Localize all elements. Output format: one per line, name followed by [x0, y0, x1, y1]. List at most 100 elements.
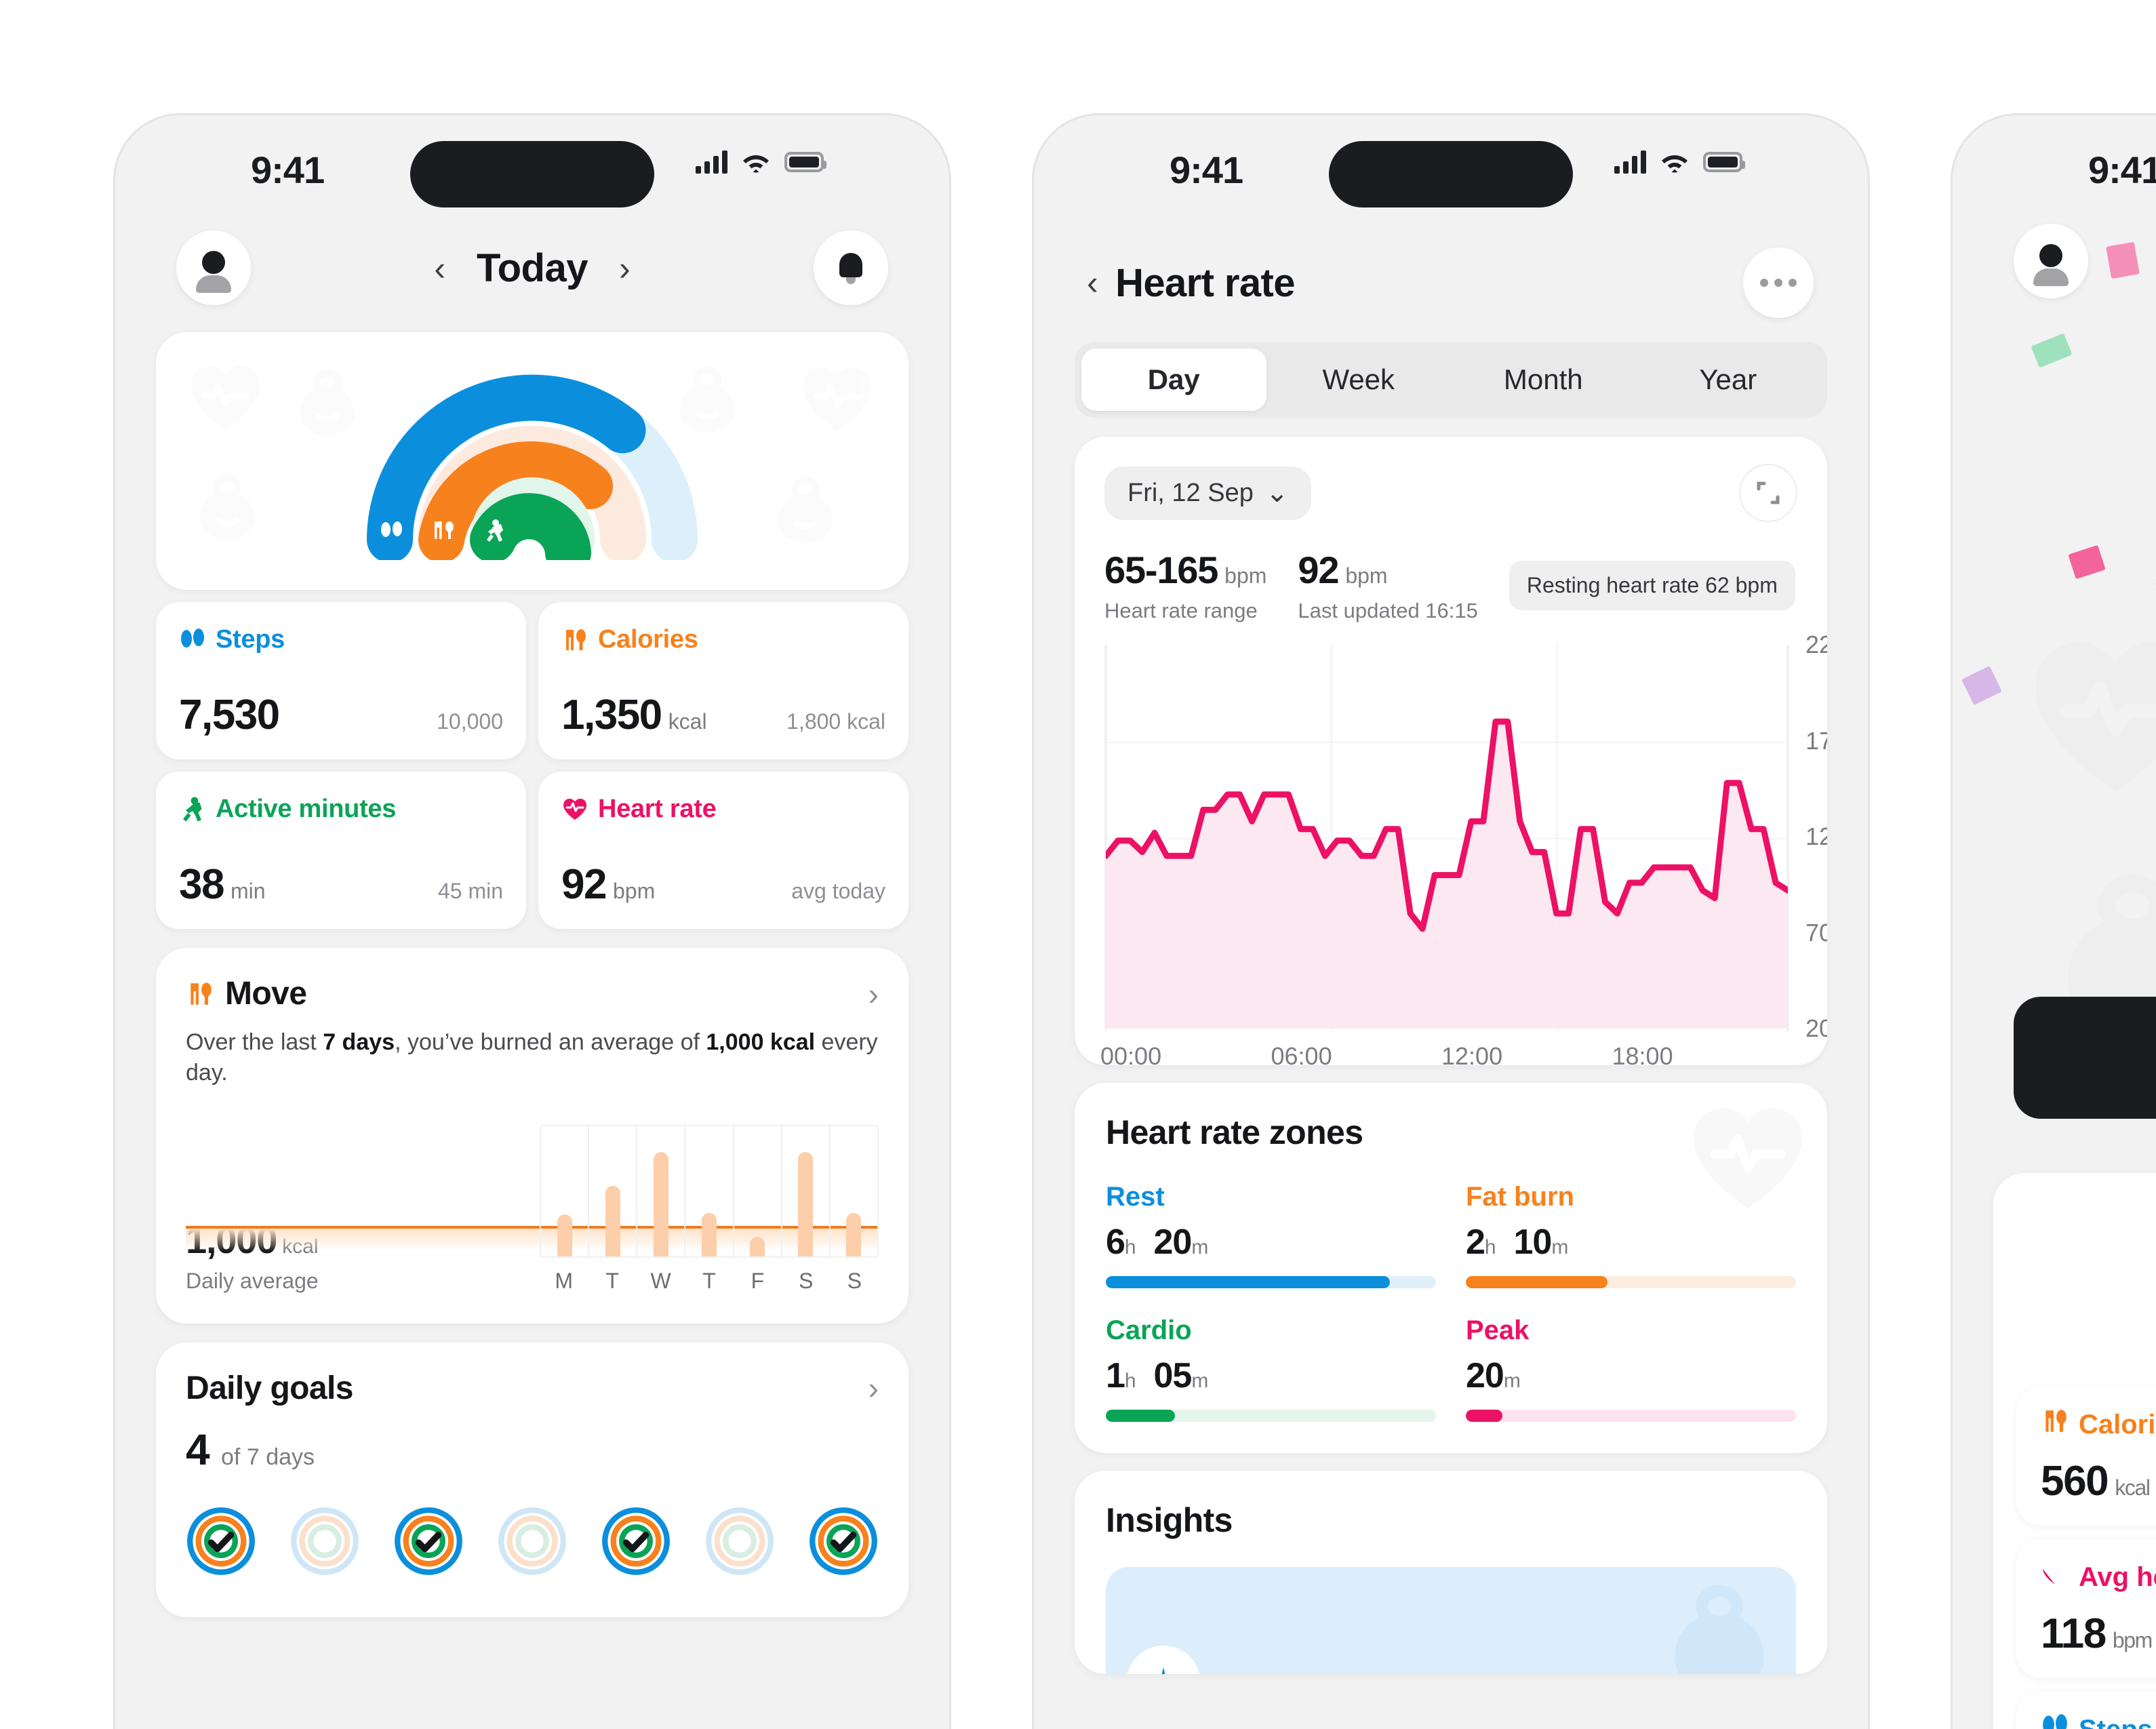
metric-value: 92	[561, 861, 607, 908]
time-range-tabs[interactable]: Day Week Month Year	[1075, 342, 1827, 418]
daily-goal-ring[interactable]	[186, 1506, 256, 1576]
chevron-right-icon[interactable]: ›	[868, 976, 879, 1012]
tab-week[interactable]: Week	[1322, 363, 1395, 395]
daily-goals-card[interactable]: Daily goals › 4 of 7 days	[156, 1342, 909, 1617]
confetti-piece	[2106, 241, 2140, 279]
move-bar-label: T	[605, 1268, 619, 1293]
phone-weekly-screen: 9:41 Mon8Tue9 Calories560kcalAvg heart r…	[1953, 115, 2156, 1729]
move-bar-column	[541, 1126, 590, 1256]
zone-item-rest[interactable]: Rest 6h 20m	[1106, 1182, 1436, 1288]
hr-y-tick: 70	[1805, 918, 1827, 947]
dynamic-island	[1329, 141, 1573, 207]
zone-value: 6h 20m	[1106, 1223, 1208, 1262]
move-bar-label: F	[751, 1268, 765, 1293]
move-bar-label: T	[702, 1268, 716, 1293]
hr-plot-area	[1104, 645, 1789, 1031]
move-bar-column	[734, 1126, 782, 1256]
average-line	[186, 1225, 879, 1229]
zone-progress-track	[1466, 1410, 1796, 1422]
move-bar	[605, 1186, 620, 1256]
profile-avatar-button[interactable]	[2014, 224, 2088, 298]
tab-month[interactable]: Month	[1503, 363, 1583, 395]
heart-rate-line-chart: 00:00 06:00 12:00 18:00 220 170 120 70 20	[1100, 631, 1827, 1065]
activity-gauge-card[interactable]	[156, 332, 909, 590]
metric-label: Steps	[216, 625, 285, 654]
notification-bell-icon	[837, 252, 865, 284]
move-card[interactable]: Move › Over the last 7 days, you’ve burn…	[156, 948, 909, 1324]
page-title: Today	[477, 246, 588, 290]
week-day-mon[interactable]: Mon 8	[2023, 1200, 2156, 1355]
move-desc-a: Over the last	[186, 1029, 323, 1055]
chevron-right-icon[interactable]: ›	[868, 1370, 879, 1406]
daily-goal-ring[interactable]	[393, 1506, 464, 1576]
zone-name: Rest	[1106, 1182, 1165, 1212]
kettlebell-watermark-icon	[679, 366, 735, 433]
hr-current-value: 92	[1298, 549, 1339, 591]
tab-day[interactable]: Day	[1081, 349, 1266, 411]
metric-unit: min	[230, 879, 266, 903]
zone-progress-track	[1466, 1276, 1796, 1288]
date-selector[interactable]: Fri, 12 Sep ⌄	[1104, 466, 1312, 520]
move-bar	[750, 1236, 765, 1256]
next-day-button[interactable]: ›	[619, 249, 631, 287]
hr-y-axis: 220 170 120 70 20	[1789, 631, 1827, 1042]
goal-ring-icon	[810, 1507, 877, 1575]
zone-progress-fill	[1106, 1276, 1390, 1288]
metric-card-calories[interactable]: Calories 1,350 kcal 1,800 kcal	[538, 602, 909, 759]
zone-item-peak[interactable]: Peak 20m	[1466, 1315, 1796, 1422]
move-bar-label: M	[555, 1268, 574, 1293]
heart-rate-zones-card[interactable]: Heart rate zones Rest 6h 20m Fat burn 2h 10…	[1075, 1083, 1827, 1453]
phone-heart-rate-screen: 9:41 ‹ Heart rate Day Week Month Year Fri, …	[1034, 115, 1868, 1729]
daily-goals-count-sub: of 7 days	[221, 1444, 315, 1470]
more-options-icon[interactable]	[1743, 247, 1814, 318]
metric-card-grid: Steps 7,530 10,000 Calories 1,350 kcal 1,…	[156, 602, 909, 929]
daily-goal-ring[interactable]	[601, 1506, 671, 1576]
metric-card-heart-rate[interactable]: Heart rate 92 bpm avg today	[538, 772, 909, 929]
metric-card-active-minutes[interactable]: Active minutes 38 min 45 min	[156, 772, 526, 929]
insight-item[interactable]	[1106, 1567, 1796, 1674]
notifications-button[interactable]	[814, 231, 888, 305]
kettlebell-watermark-icon	[1675, 1585, 1764, 1674]
confetti-piece	[1961, 666, 2002, 705]
prev-day-button[interactable]: ‹	[434, 249, 445, 287]
move-bar-column	[782, 1126, 831, 1256]
tab-year[interactable]: Year	[1699, 363, 1757, 395]
daily-goals-title: Daily goals	[186, 1370, 353, 1406]
profile-avatar-button[interactable]	[176, 231, 251, 305]
weekly-card-steps[interactable]: Steps8,200	[2016, 1692, 2156, 1729]
weekly-card-label: Avg heart rate	[2079, 1562, 2156, 1592]
kettlebell-watermark-icon	[199, 473, 255, 540]
cellular-signal-icon	[696, 151, 727, 174]
daily-goal-ring[interactable]	[497, 1506, 567, 1576]
hr-y-tick: 170	[1805, 726, 1827, 755]
footprints-icon	[2041, 1712, 2069, 1729]
insights-card[interactable]: Insights	[1075, 1471, 1827, 1674]
daily-goals-count: 4	[186, 1425, 210, 1474]
zone-name: Fat burn	[1466, 1182, 1574, 1212]
status-time: 9:41	[251, 148, 325, 191]
daily-goal-ring[interactable]	[290, 1506, 360, 1576]
move-bar	[846, 1213, 862, 1256]
metric-goal: 45 min	[437, 879, 503, 903]
zone-value: 1h 05m	[1106, 1356, 1208, 1395]
zone-item-fat-burn[interactable]: Fat burn 2h 10m	[1466, 1182, 1796, 1288]
weekly-summary-card[interactable]: Mon8Tue9 Calories560kcalAvg heart rate11…	[1993, 1173, 2156, 1729]
hr-line-path	[1106, 718, 1788, 1029]
zone-item-cardio[interactable]: Cardio 1h 05m	[1106, 1315, 1436, 1422]
back-chevron-icon[interactable]: ‹	[1087, 264, 1098, 302]
expand-icon[interactable]	[1739, 464, 1797, 522]
move-bar	[798, 1152, 814, 1256]
daily-goal-ring[interactable]	[808, 1506, 879, 1576]
daily-goal-ring[interactable]	[704, 1506, 775, 1576]
goal-ring-icon	[602, 1507, 670, 1575]
goal-ring-icon	[706, 1507, 774, 1575]
metric-card-steps[interactable]: Steps 7,530 10,000	[156, 602, 526, 759]
heart-rate-chart-card[interactable]: Fri, 12 Sep ⌄ 65-165 bpm Heart rate range…	[1075, 437, 1827, 1065]
cutlery-icon	[435, 521, 454, 539]
weekly-card-value: 560 kcal	[2041, 1458, 2151, 1505]
